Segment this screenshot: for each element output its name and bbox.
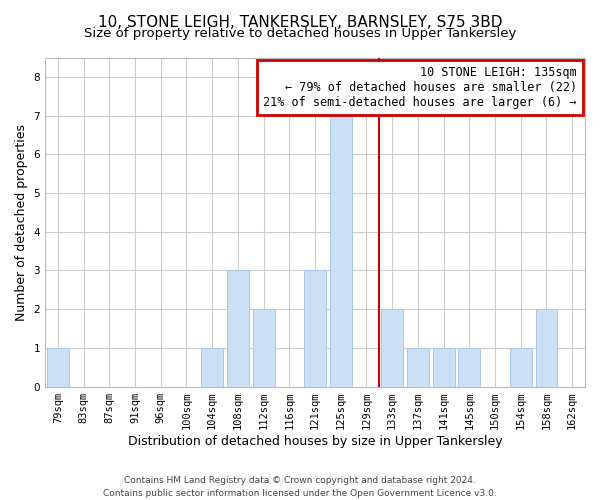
Bar: [381, 309, 403, 386]
Bar: [47, 348, 69, 387]
X-axis label: Distribution of detached houses by size in Upper Tankersley: Distribution of detached houses by size …: [128, 434, 502, 448]
Text: Size of property relative to detached houses in Upper Tankersley: Size of property relative to detached ho…: [84, 28, 516, 40]
Bar: [458, 348, 480, 387]
Bar: [227, 270, 249, 386]
Bar: [433, 348, 455, 387]
Bar: [510, 348, 532, 387]
Text: 10 STONE LEIGH: 135sqm
← 79% of detached houses are smaller (22)
21% of semi-det: 10 STONE LEIGH: 135sqm ← 79% of detached…: [263, 66, 577, 108]
Bar: [407, 348, 429, 387]
Bar: [304, 270, 326, 386]
Y-axis label: Number of detached properties: Number of detached properties: [15, 124, 28, 320]
Bar: [253, 309, 275, 386]
Text: Contains HM Land Registry data © Crown copyright and database right 2024.
Contai: Contains HM Land Registry data © Crown c…: [103, 476, 497, 498]
Bar: [330, 116, 352, 386]
Text: 10, STONE LEIGH, TANKERSLEY, BARNSLEY, S75 3BD: 10, STONE LEIGH, TANKERSLEY, BARNSLEY, S…: [98, 15, 502, 30]
Bar: [536, 309, 557, 386]
Bar: [201, 348, 223, 387]
